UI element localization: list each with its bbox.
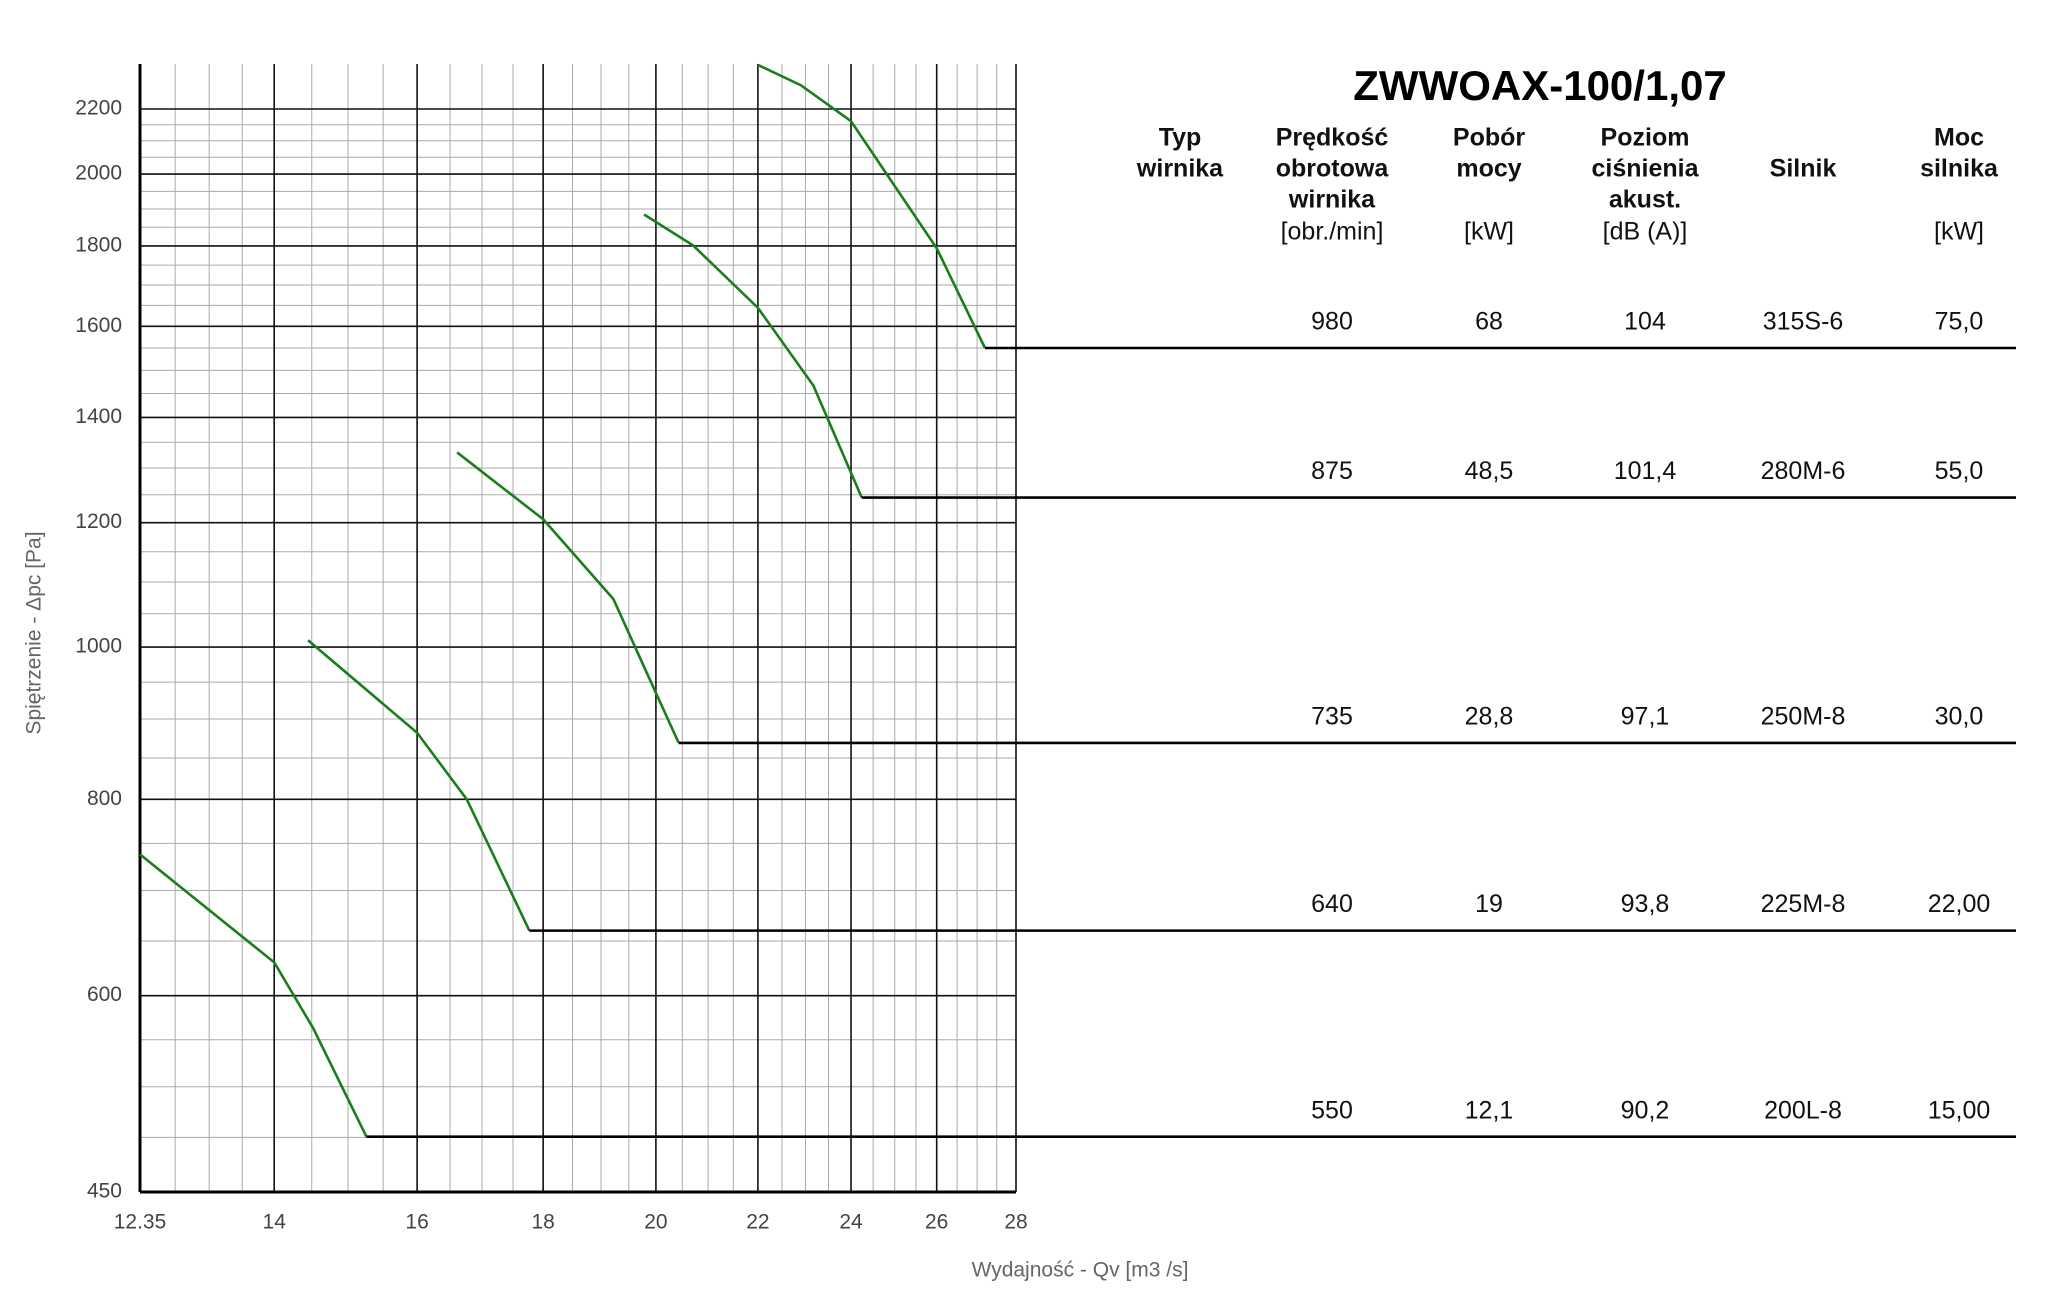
table-cell: 200L-8 — [1764, 1096, 1842, 1124]
column-unit: [kW] — [1464, 218, 1514, 246]
table-cell: 28,8 — [1465, 703, 1514, 731]
table-cell: 980 — [1311, 308, 1353, 336]
column-header: ciśnienia — [1592, 155, 1700, 183]
table-cell: 640 — [1311, 890, 1353, 918]
table-cell: 68 — [1475, 308, 1503, 336]
table-cell: 12,1 — [1465, 1096, 1514, 1124]
x-tick-label: 12.35 — [114, 1211, 167, 1234]
x-tick-label: 16 — [405, 1211, 428, 1234]
x-tick-label: 26 — [925, 1211, 948, 1234]
column-header: wirnika — [1136, 155, 1224, 183]
y-axis-label: Spiętrzenie - Δpc [Pa] — [23, 531, 46, 734]
table-cell: 75,0 — [1935, 308, 1984, 336]
y-tick-label: 800 — [87, 787, 122, 810]
curve — [757, 63, 987, 349]
y-tick-label: 1000 — [75, 635, 122, 658]
table-cell: 22,00 — [1928, 890, 1991, 918]
table-cell: 280M-6 — [1761, 457, 1846, 485]
y-tick-label: 2000 — [75, 162, 122, 185]
y-tick-label: 1600 — [75, 314, 122, 337]
table-cell: 48,5 — [1465, 457, 1514, 485]
table-cell: 735 — [1311, 703, 1353, 731]
table-cell: 250M-8 — [1761, 703, 1846, 731]
column-header: obrotowa — [1276, 155, 1390, 183]
x-tick-label: 24 — [839, 1211, 863, 1234]
curve — [307, 639, 531, 932]
column-unit: [obr./min] — [1281, 218, 1384, 246]
x-tick-label: 14 — [263, 1211, 287, 1234]
x-tick-label: 28 — [1004, 1211, 1027, 1234]
table-cell: 550 — [1311, 1096, 1353, 1124]
curve — [139, 853, 368, 1138]
column-header: mocy — [1456, 155, 1521, 183]
curve — [456, 451, 680, 744]
table-cell: 30,0 — [1935, 703, 1984, 731]
table-cell: 19 — [1475, 890, 1503, 918]
y-tick-label: 2200 — [75, 97, 122, 120]
column-header: wirnika — [1288, 186, 1376, 214]
x-tick-label: 18 — [531, 1211, 554, 1234]
y-tick-label: 1800 — [75, 234, 122, 257]
y-tick-label: 450 — [87, 1180, 122, 1203]
chart-title: ZWWOAX-100/1,07 — [1353, 62, 1726, 109]
table-cell: 101,4 — [1614, 457, 1677, 485]
table-cell: 15,00 — [1928, 1096, 1991, 1124]
y-tick-label: 1200 — [75, 510, 122, 533]
y-tick-label: 600 — [87, 983, 122, 1006]
column-header: Pobór — [1453, 124, 1525, 152]
table-cell: 104 — [1624, 308, 1666, 336]
column-header: silnika — [1920, 155, 1999, 183]
column-header: Poziom — [1601, 124, 1690, 152]
y-tick-label: 1400 — [75, 405, 122, 428]
column-unit: [kW] — [1934, 218, 1984, 246]
table-cell: 97,1 — [1621, 703, 1670, 731]
column-unit: [dB (A)] — [1603, 218, 1688, 246]
column-header: Silnik — [1770, 155, 1837, 183]
x-tick-label: 22 — [746, 1211, 769, 1234]
column-header: akust. — [1609, 186, 1681, 214]
table-cell: 90,2 — [1621, 1096, 1670, 1124]
column-header: Typ — [1159, 124, 1202, 152]
x-tick-label: 20 — [644, 1211, 667, 1234]
column-header: Moc — [1934, 124, 1984, 152]
x-axis-label: Wydajność - Qv [m3 /s] — [972, 1259, 1189, 1282]
column-header: Prędkość — [1276, 124, 1389, 152]
table-cell: 55,0 — [1935, 457, 1984, 485]
table-cell: 225M-8 — [1761, 890, 1846, 918]
table-cell: 93,8 — [1621, 890, 1670, 918]
table-cell: 875 — [1311, 457, 1353, 485]
curve — [643, 213, 863, 499]
table-cell: 315S-6 — [1763, 308, 1844, 336]
